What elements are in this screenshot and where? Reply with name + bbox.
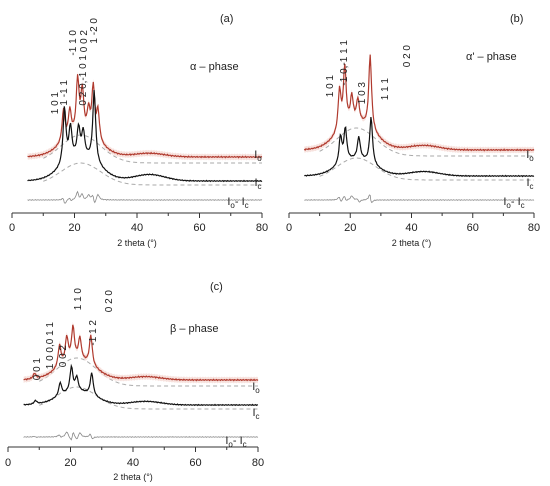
series-difference: [304, 194, 535, 204]
x-tick-label: 0: [5, 457, 11, 469]
x-tick-label: 60: [467, 222, 479, 234]
x-tick-label: 40: [131, 222, 143, 234]
legend-label-difference: Io- Ic: [225, 435, 246, 449]
peak-annotation: -1 1 2: [88, 320, 99, 346]
x-tick-label: 80: [528, 222, 540, 234]
x-tick-label: 80: [256, 222, 268, 234]
series-observed: [303, 54, 535, 152]
series-calculated: [304, 117, 535, 178]
legend-label-calculated: Ic: [254, 177, 261, 191]
peak-annotation: 0 0 1: [32, 358, 43, 381]
peak-annotation: 1 0 1: [325, 75, 336, 98]
series-calculated: [27, 89, 263, 183]
x-tick-label: 40: [405, 222, 417, 234]
legend-label-observed: Io: [526, 149, 534, 163]
x-tick-label: 80: [252, 457, 264, 469]
x-tick-label: 40: [127, 457, 139, 469]
series-observed: [23, 324, 259, 382]
fit-curve-observed: [319, 127, 534, 157]
x-tick-label: 20: [344, 222, 356, 234]
phase-label: α' – phase: [466, 51, 517, 63]
legend-label-calculated: Ic: [526, 177, 533, 191]
series-calculated: [23, 363, 259, 407]
peak-annotation: 1 0 3: [357, 82, 368, 105]
legend-label-observed: Io: [252, 381, 260, 395]
chart-panel-3: 0 20 40 60 80 2 theta (°) (c) β – phase Io Ic Io- …: [5, 281, 264, 482]
peak-annotation: 1 1 1: [380, 78, 391, 101]
peak-annotation: 0 0 2: [58, 345, 69, 368]
x-tick-label: 60: [193, 222, 205, 234]
peak-annotation: 1 -2 0: [89, 18, 100, 44]
x-tick-label: 0: [9, 222, 15, 234]
peak-annotation: 1 -1 1: [59, 80, 70, 106]
panel-label: (a): [220, 13, 233, 25]
peak-annotation: 0 2 0: [402, 45, 413, 68]
chart-panel-2: 0 20 40 60 80 2 theta (°) (b) α' – phase Io IcIo-…: [286, 13, 540, 248]
series-difference: [23, 431, 259, 441]
fit-curve-calculated: [39, 386, 258, 410]
peak-annotation: 0 2 0: [104, 290, 115, 313]
x-tick-label: 20: [68, 222, 80, 234]
phase-label: α – phase: [190, 61, 239, 73]
x-axis-label: 2 theta (°): [117, 238, 157, 248]
chart-panel-1: 0 20 40 60 80 2 theta (°) (a) α – phase Io Ic Io- …: [9, 13, 268, 248]
series-difference: [27, 190, 263, 204]
series-observed: [27, 74, 263, 159]
fit-curve-calculated: [43, 162, 262, 186]
legend-label-calculated: Ic: [252, 407, 259, 421]
peak-annotation: 1 0 0,0 1 1: [45, 322, 56, 370]
panel-label: (b): [510, 13, 523, 25]
x-axis-label: 2 theta (°): [113, 472, 153, 482]
peak-annotation: 0 2 0,-1 0 1: [78, 55, 89, 106]
panel-label: (c): [210, 281, 223, 293]
x-tick-label: 20: [64, 457, 76, 469]
x-axis-label: 2 theta (°): [392, 238, 432, 248]
phase-label: β – phase: [170, 323, 219, 335]
fit-curve-observed: [43, 134, 262, 164]
x-tick-label: 60: [189, 457, 201, 469]
legend-label-difference: Io- Ic: [227, 196, 248, 210]
peak-annotation: 1 1 0: [73, 288, 84, 311]
fit-curve-observed: [39, 357, 258, 387]
peak-annotation: 1 0 1: [50, 92, 61, 115]
x-tick-label: 0: [286, 222, 292, 234]
peak-annotation: -1 0,-1 1 1: [339, 40, 350, 86]
legend-label-difference: Io- Ic: [503, 196, 524, 210]
peak-annotation: -1 1 0: [68, 30, 79, 56]
legend-label-observed: Io: [254, 149, 262, 163]
peak-annotation: 0 0 2: [79, 30, 90, 53]
observed-shade: [23, 321, 258, 384]
